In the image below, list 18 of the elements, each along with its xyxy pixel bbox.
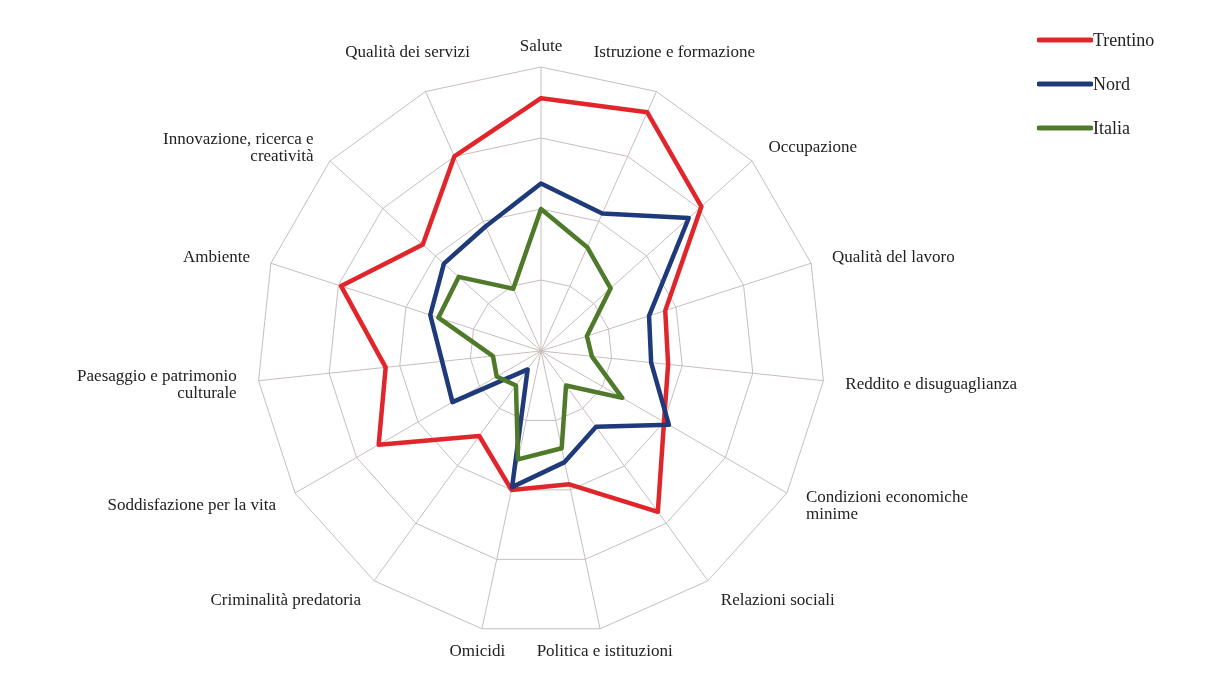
legend-label: Trentino	[1093, 29, 1155, 51]
legend-label: Nord	[1093, 73, 1130, 95]
spoke-label: Istruzione e formazione	[593, 42, 756, 62]
spoke-label: Occupazione	[768, 137, 858, 157]
legend-label: Italia	[1093, 117, 1130, 139]
spoke-label: Relazioni sociali	[720, 589, 835, 609]
spoke-label: Reddito e disuguaglianza	[845, 374, 1018, 394]
spoke-label: Soddisfazione per la vita	[107, 495, 277, 515]
spoke-label: Qualità dei servizi	[345, 42, 471, 62]
spoke-label: Omicidi	[449, 641, 506, 661]
spoke-label: Salute	[519, 36, 563, 56]
spoke-label: Politica e istituzioni	[536, 641, 673, 661]
spoke-label: Criminalità predatoria	[210, 589, 362, 609]
spoke-label: Paesaggio e patrimonio culturale	[77, 365, 237, 402]
spoke-label: Innovazione, ricerca e creatività	[163, 128, 315, 165]
spoke-label: Qualità del lavoro	[832, 247, 955, 267]
spoke-label: Condizioni economiche minime	[806, 486, 968, 523]
spoke-label: Ambiente	[182, 247, 250, 267]
